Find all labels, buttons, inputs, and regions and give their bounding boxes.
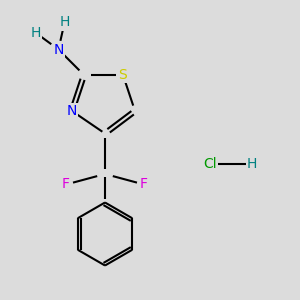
Text: Cl: Cl: [203, 157, 217, 170]
Text: N: N: [53, 43, 64, 56]
Text: H: H: [31, 26, 41, 40]
Text: H: H: [59, 16, 70, 29]
Text: F: F: [62, 178, 70, 191]
Text: H: H: [247, 157, 257, 170]
Text: N: N: [67, 104, 77, 118]
Text: F: F: [140, 178, 148, 191]
Text: S: S: [118, 68, 127, 82]
